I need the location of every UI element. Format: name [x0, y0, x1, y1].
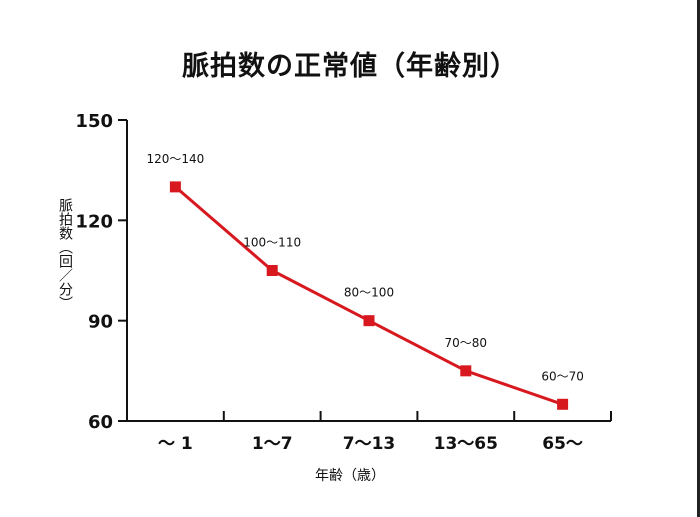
x-tick-label: 1〜7 [252, 434, 293, 454]
data-label: 100〜110 [243, 236, 301, 250]
y-tick-label: 90 [88, 312, 113, 333]
chart-title: 脈拍数の正常値（年齢別） [182, 51, 518, 82]
y-axis-label: 脈拍数（回／分） [57, 198, 73, 310]
y-tick-label: 60 [88, 412, 113, 433]
y-tick-label: 120 [75, 211, 113, 232]
data-label: 60〜70 [541, 369, 584, 383]
x-tick-label: 13〜65 [434, 434, 498, 454]
y-tick-label: 150 [75, 111, 113, 132]
data-point [169, 181, 181, 193]
x-tick-label: 65〜 [542, 434, 583, 454]
data-point [363, 315, 375, 327]
data-point [557, 398, 569, 410]
data-label: 80〜100 [344, 286, 394, 300]
x-tick-label: 〜 1 [158, 434, 193, 454]
data-point [460, 365, 472, 377]
data-label: 120〜140 [146, 152, 204, 166]
x-axis-label: 年齢（歳） [315, 468, 385, 484]
data-label: 70〜80 [445, 336, 488, 350]
x-tick-label: 7〜13 [343, 434, 396, 454]
data-point [266, 265, 278, 276]
